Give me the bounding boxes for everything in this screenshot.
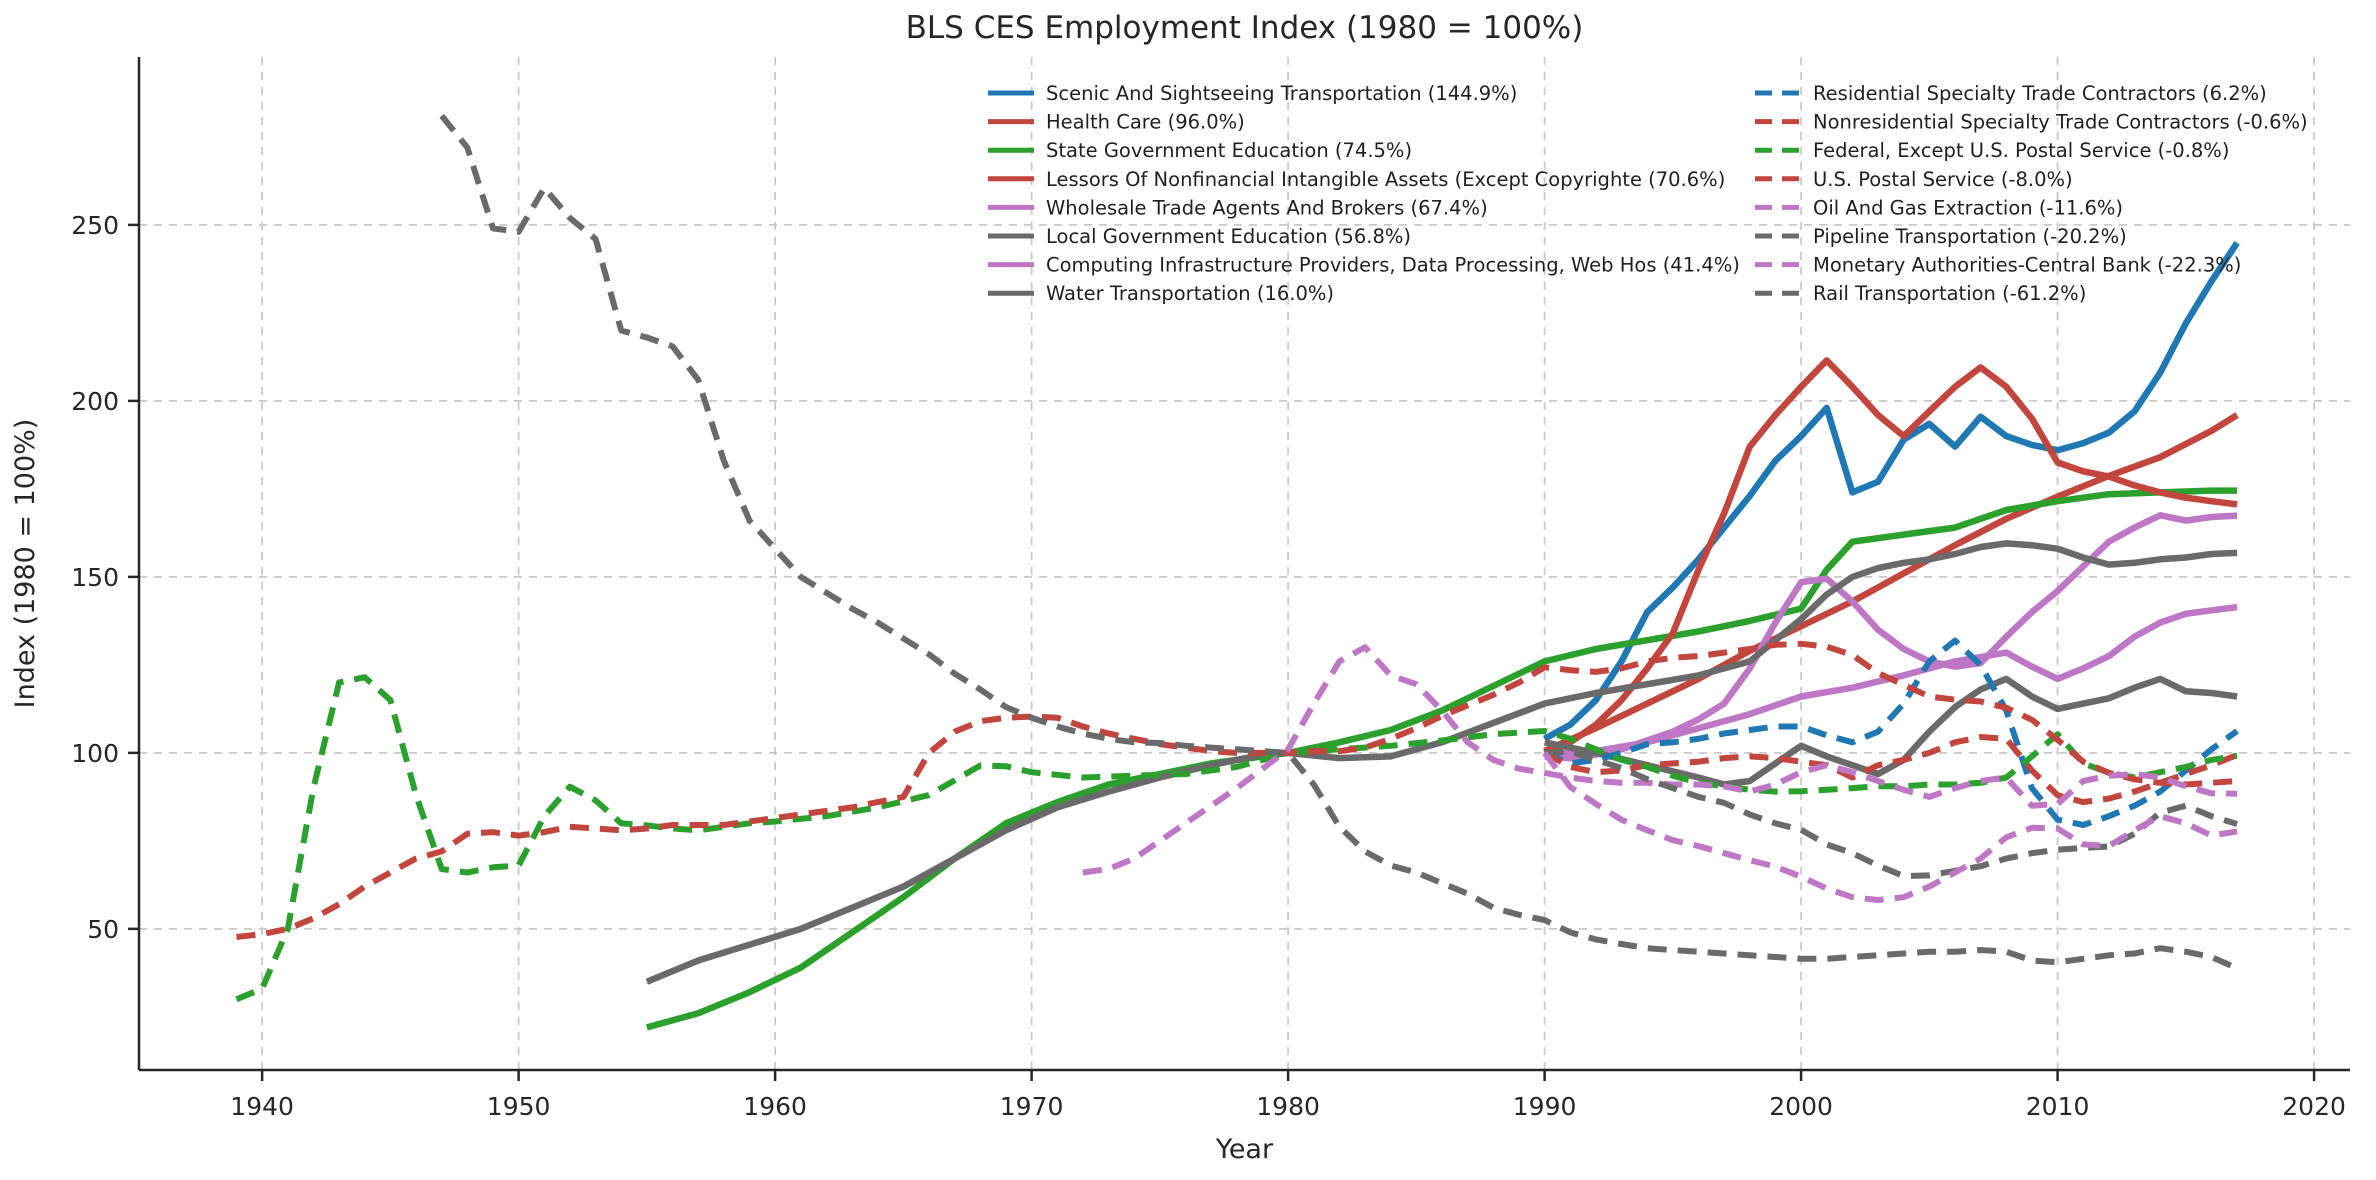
legend-item-pipeline-transportation: Pipeline Transportation (-20.2%): [1755, 225, 2127, 248]
legend-label: Pipeline Transportation (-20.2%): [1813, 225, 2127, 248]
series-line-oil-and-gas-extraction: [1082, 644, 2238, 876]
series-line-us-postal-service: [236, 640, 2238, 940]
x-axis-label: Year: [1215, 1134, 1274, 1165]
legend-label: Nonresidential Specialty Trade Contracto…: [1813, 111, 2308, 134]
axes: 1940 1950 1960 1970 1980 1990 2000 2010 2020 50 10…: [71, 57, 2350, 1121]
legend-label: Oil And Gas Extraction (-11.6%): [1813, 196, 2123, 219]
legend-item-monetary-authorities-central-bank: Monetary Authorities-Central Bank (-22.3…: [1755, 254, 2241, 277]
y-tick-label: 250: [71, 211, 119, 240]
chart-title: BLS CES Employment Index (1980 = 100%): [906, 10, 1584, 46]
legend-item-lessors-of-nonfinancial-intangible-assets: Lessors Of Nonfinancial Intangible Asset…: [988, 168, 1725, 191]
x-tick-label: 2020: [2282, 1092, 2346, 1121]
legend-item-health-care: Health Care (96.0%): [988, 111, 1245, 134]
legend-item-nonresidential-specialty-trade-contractors: Nonresidential Specialty Trade Contracto…: [1755, 111, 2308, 134]
legend-item-local-government-education: Local Government Education (56.8%): [988, 225, 1411, 248]
legend-label: Federal, Except U.S. Postal Service (-0.…: [1813, 139, 2229, 162]
y-tick-label: 150: [71, 563, 119, 592]
y-tick-label: 100: [71, 739, 119, 768]
legend-label: Rail Transportation (-61.2%): [1813, 282, 2086, 305]
x-tick-label: 1960: [743, 1092, 807, 1121]
legend: Scenic And Sightseeing Transportation (1…: [988, 82, 2308, 305]
x-tick-label: 1950: [487, 1092, 551, 1121]
series-line-computing-infrastructure-providers-data-processing-web-hosting: [1544, 603, 2238, 758]
x-tick-label: 1980: [1256, 1092, 1320, 1121]
legend-label: Computing Infrastructure Providers, Data…: [1046, 254, 1740, 277]
x-tick-label: 2000: [1769, 1092, 1833, 1121]
y-tick-label: 200: [71, 387, 119, 416]
legend-label: U.S. Postal Service (-8.0%): [1813, 168, 2073, 191]
legend-item-water-transportation: Water Transportation (16.0%): [988, 282, 1334, 305]
x-tick-label: 1940: [230, 1092, 294, 1121]
legend-item-federal-except-us-postal-service: Federal, Except U.S. Postal Service (-0.…: [1755, 139, 2229, 162]
legend-label: Monetary Authorities-Central Bank (-22.3…: [1813, 254, 2241, 277]
legend-item-computing-infrastructure-providers-data-processing-web-hosting: Computing Infrastructure Providers, Data…: [988, 254, 1740, 277]
legend-label: State Government Education (74.5%): [1046, 139, 1412, 162]
series-line-scenic-and-sightseeing-transportation: [1543, 240, 2240, 742]
series-line-residential-specialty-trade-contractors: [1543, 637, 2239, 828]
gridlines: [139, 57, 2350, 1070]
x-tick-label: 1970: [1000, 1092, 1064, 1121]
legend-label: Wholesale Trade Agents And Brokers (67.4…: [1046, 196, 1488, 219]
series-line-monetary-authorities-central-bank: [1542, 751, 2238, 903]
y-tick-label: 50: [87, 915, 119, 944]
legend-label: Scenic And Sightseeing Transportation (1…: [1046, 82, 1517, 105]
legend-item-state-government-education: State Government Education (74.5%): [988, 139, 1412, 162]
legend-item-oil-and-gas-extraction: Oil And Gas Extraction (-11.6%): [1755, 196, 2123, 219]
y-axis-label: Index (1980 = 100%): [10, 419, 41, 709]
series-line-state-government-education: [646, 487, 2238, 1031]
series-line-health-care: [1543, 412, 2239, 755]
series-line-lessors-of-nonfinancial-intangible-assets: [1543, 357, 2238, 756]
legend-item-us-postal-service: U.S. Postal Service (-8.0%): [1755, 168, 2073, 191]
legend-label: Water Transportation (16.0%): [1046, 282, 1334, 305]
legend-label: Residential Specialty Trade Contractors …: [1813, 82, 2267, 105]
legend-label: Lessors Of Nonfinancial Intangible Asset…: [1046, 168, 1725, 191]
legend-label: Local Government Education (56.8%): [1046, 225, 1411, 248]
series-line-local-government-education: [645, 540, 2238, 985]
legend-item-wholesale-trade-agents-and-brokers: Wholesale Trade Agents And Brokers (67.4…: [988, 196, 1488, 219]
legend-label: Health Care (96.0%): [1046, 111, 1245, 134]
x-tick-label: 1990: [1513, 1092, 1577, 1121]
legend-item-rail-transportation: Rail Transportation (-61.2%): [1755, 282, 2086, 305]
legend-item-scenic-and-sightseeing-transportation: Scenic And Sightseeing Transportation (1…: [988, 82, 1517, 105]
data-series: [235, 113, 2240, 1031]
x-tick-label: 2010: [2026, 1092, 2090, 1121]
legend-item-residential-specialty-trade-contractors: Residential Specialty Trade Contractors …: [1755, 82, 2267, 105]
series-line-nonresidential-specialty-trade-contractors: [1543, 734, 2239, 806]
